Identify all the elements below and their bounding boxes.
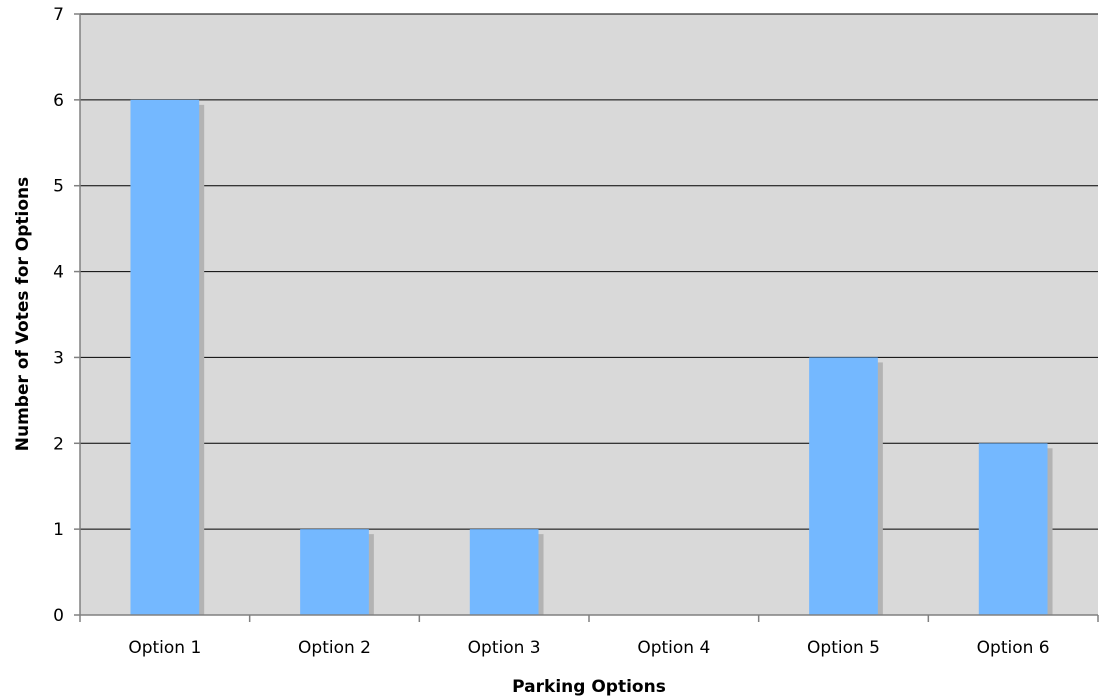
y-axis-ticks: 0 1 2 3 4 5 6 7	[53, 5, 80, 626]
y-tick-label: 0	[53, 606, 64, 626]
bar	[809, 357, 878, 615]
y-tick-label: 3	[53, 348, 64, 368]
y-tick-label: 4	[53, 263, 64, 283]
plot-area	[80, 14, 1098, 615]
gridlines	[80, 13, 1098, 530]
x-tick-label: Option 6	[977, 638, 1050, 658]
x-axis-title: Parking Options	[512, 677, 666, 697]
y-axis-title: Number of Votes for Options	[13, 177, 33, 452]
x-axis-ticks: Option 1 Option 2 Option 3 Option 4 Option 5…	[79, 615, 1099, 658]
bar	[130, 99, 200, 616]
y-tick-label: 1	[53, 520, 64, 540]
x-tick-label: Option 5	[807, 638, 880, 658]
x-tick-label: Option 4	[637, 638, 710, 658]
x-tick-label: Option 3	[468, 638, 541, 658]
y-tick-label: 5	[53, 177, 64, 197]
y-tick-label: 2	[53, 434, 64, 454]
x-tick-label: Option 2	[298, 638, 371, 658]
bars	[130, 99, 1053, 616]
bar	[978, 443, 1048, 615]
y-tick-label: 7	[53, 5, 64, 25]
bar	[469, 529, 539, 615]
x-tick-label: Option 1	[128, 638, 201, 658]
bar	[300, 529, 369, 615]
y-tick-label: 6	[53, 91, 64, 111]
